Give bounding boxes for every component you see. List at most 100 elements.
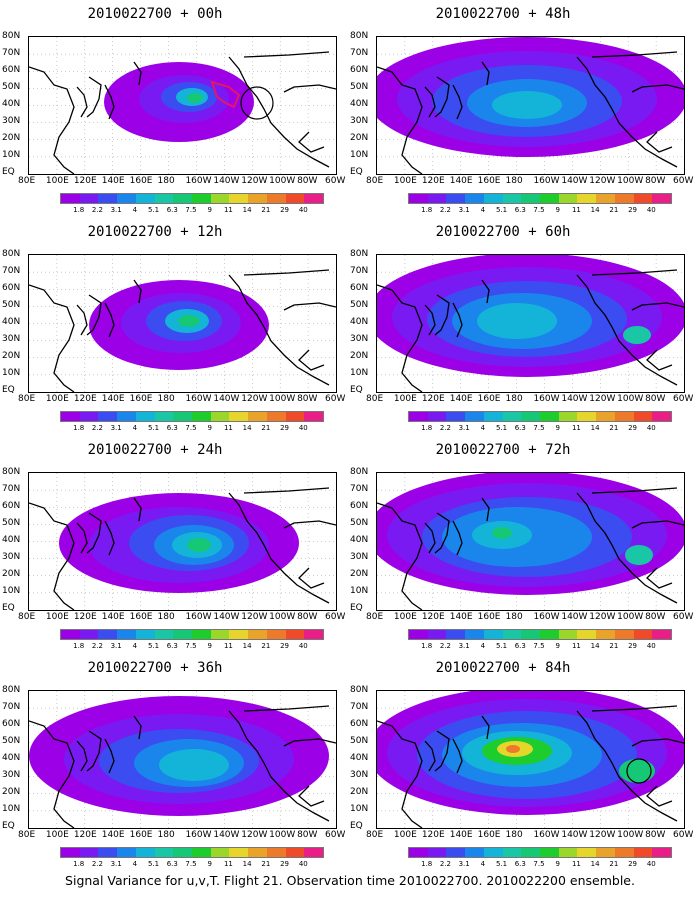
colorbar-swatch [652, 848, 672, 857]
lon-label: 160E [477, 612, 501, 622]
colorbar-label: 2.2 [91, 424, 103, 432]
colorbar-label: 9 [207, 860, 212, 868]
coastline [646, 785, 673, 807]
variance-contour [619, 759, 655, 783]
colorbar-swatch [173, 630, 193, 639]
colorbar-swatch [521, 194, 541, 203]
lat-label: 80N [350, 31, 369, 41]
colorbar-swatch [521, 630, 541, 639]
colorbar-label: 7.5 [185, 860, 197, 868]
colorbar-swatch [596, 194, 615, 203]
colorbar-swatch [483, 630, 503, 639]
colorbar-swatch [540, 412, 559, 421]
colorbar [60, 193, 324, 204]
lon-label: 120W [241, 394, 268, 404]
lat-label: 40N [2, 317, 21, 327]
colorbar-swatch [577, 194, 597, 203]
lon-label: 140E [449, 394, 473, 404]
colorbar-label: 2.2 [439, 206, 451, 214]
lon-label: 160E [477, 830, 501, 840]
coastline [591, 269, 678, 276]
lon-label: 120W [589, 612, 616, 622]
lat-label: EQ [350, 167, 363, 177]
lat-label: 20N [350, 133, 369, 143]
colorbar-swatch [446, 194, 466, 203]
coastline [133, 715, 142, 740]
lon-label: 120E [73, 394, 97, 404]
map-panel-72h: 2010022700 + 72h 80N 70N 60N 50N 40N 30N 20N 10N… [350, 436, 693, 651]
lat-label: 30N [350, 334, 369, 344]
map-plot-area [376, 472, 685, 611]
colorbar-swatch [266, 194, 286, 203]
coastline [283, 520, 336, 529]
colorbar-swatch [577, 412, 597, 421]
lon-label: 140E [449, 176, 473, 186]
colorbar-label: 21 [261, 860, 271, 868]
lon-label: 60W [325, 830, 346, 840]
contour-map-svg [377, 37, 684, 174]
coastline [434, 730, 450, 772]
colorbar-swatch [304, 194, 324, 203]
lon-label: 80W [645, 176, 666, 186]
colorbar-swatch [502, 848, 522, 857]
lat-label: 40N [350, 317, 369, 327]
flight-track [210, 80, 241, 109]
coastline [631, 84, 684, 93]
colorbar-label: 21 [261, 206, 271, 214]
variance-contour [187, 93, 203, 103]
lon-label: 80E [366, 394, 384, 404]
lon-label: 80E [18, 176, 36, 186]
colorbar-swatch [79, 848, 99, 857]
colorbar-labels: 1.8 2.2 3.1 4 5.1 6.3 7.5 9 11 14 21 29 40 [408, 206, 670, 215]
lat-label: 80N [350, 249, 369, 259]
lat-label: 50N [2, 82, 21, 92]
lon-label: 180 [157, 830, 175, 840]
colorbar-swatch [558, 194, 578, 203]
colorbar-swatch [596, 630, 615, 639]
lon-label: 100W [617, 830, 644, 840]
colorbar-label: 11 [223, 206, 233, 214]
colorbar-swatch [135, 630, 155, 639]
colorbar-swatch [266, 412, 286, 421]
lon-label: 120E [421, 176, 445, 186]
colorbar-swatch [98, 412, 118, 421]
colorbar-label: 3.1 [110, 642, 122, 650]
map-plot-area [28, 254, 337, 393]
colorbar-swatch [540, 848, 559, 857]
panel-title: 2010022700 + 84h [435, 660, 571, 676]
colorbar-label: 2.2 [91, 642, 103, 650]
lat-label: 80N [2, 249, 21, 259]
colorbar-label: 4 [480, 206, 486, 214]
lon-label: 60W [673, 394, 694, 404]
colorbar-label: 4 [132, 206, 138, 214]
lat-label: 40N [350, 99, 369, 109]
coastline [298, 785, 325, 807]
colorbar-swatch [117, 630, 136, 639]
coastline [631, 302, 684, 311]
lon-label: 160W [533, 394, 560, 404]
panel-title: 2010022700 + 60h [435, 224, 571, 240]
colorbar-label: 1.8 [421, 860, 433, 868]
lon-label: 100W [269, 394, 296, 404]
colorbar-swatch [154, 848, 174, 857]
map-panel-84h: 2010022700 + 84h 80N 70N 60N 50N 40N 30N 20N 10N… [350, 654, 693, 869]
colorbar-swatch [427, 194, 447, 203]
lon-label: 80W [645, 612, 666, 622]
colorbar-label: 7.5 [185, 206, 197, 214]
map-panel-24h: 2010022700 + 24h 80N 70N 60N 50N 40N 30N 20N 10N… [2, 436, 345, 651]
colorbar-swatch [173, 848, 193, 857]
lon-label: 120W [241, 830, 268, 840]
lat-label: EQ [2, 603, 15, 613]
coastline [452, 302, 463, 338]
coastline [283, 302, 336, 311]
colorbar-label: 7.5 [533, 424, 545, 432]
lat-label: 80N [2, 467, 21, 477]
colorbar-label: 21 [261, 424, 271, 432]
colorbar-label: 6.3 [514, 860, 526, 868]
colorbar-label: 29 [280, 424, 290, 432]
colorbar-label: 6.3 [514, 642, 526, 650]
colorbar-label: 9 [555, 860, 560, 868]
figure-caption: Signal Variance for u,v,T. Flight 21. Ob… [65, 873, 635, 888]
colorbar-swatch [117, 848, 136, 857]
map-plot-area [376, 36, 685, 175]
